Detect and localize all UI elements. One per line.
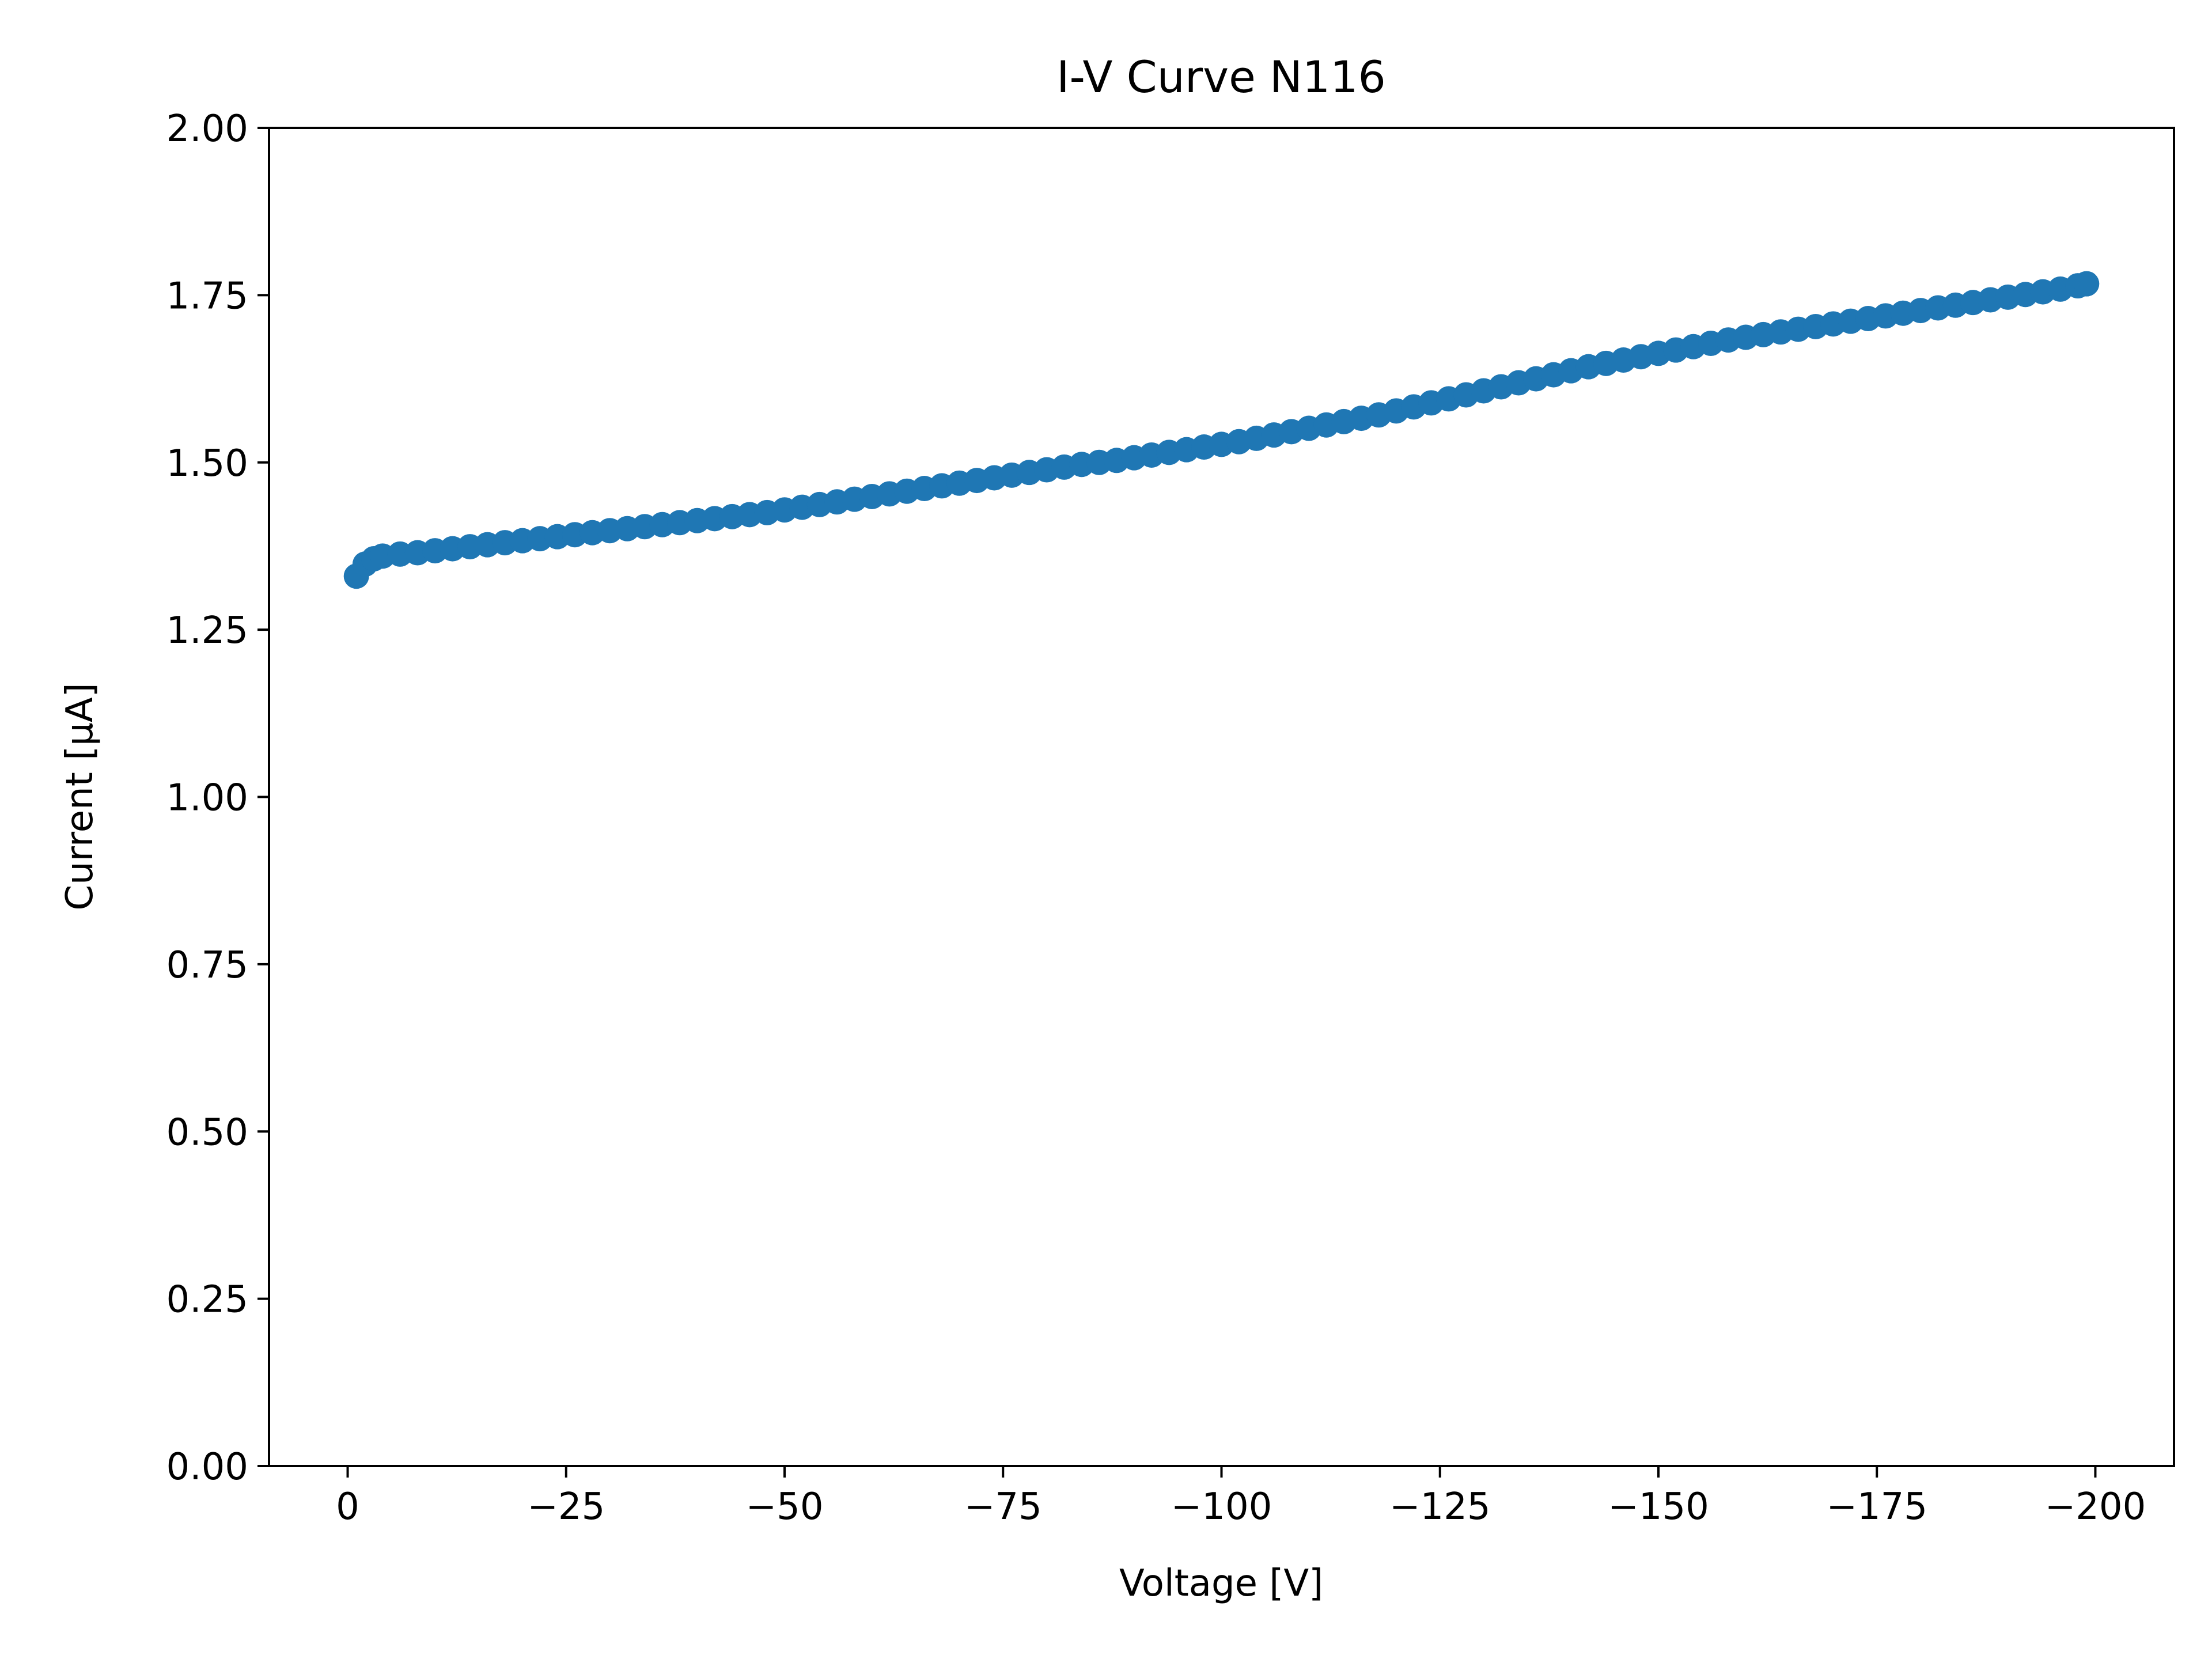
y-tick-label: 0.50: [166, 1111, 249, 1154]
data-point: [2074, 271, 2100, 297]
y-axis-ticks: 0.00 0.25 0.50 0.75 1.00 1.25 1.50 1.75 2.00: [166, 108, 269, 1488]
y-tick-label: 2.00: [166, 108, 249, 150]
x-tick-label: −100: [1171, 1486, 1272, 1528]
x-axis-ticks: 0 −25 −50 −75 −100 −125 −150 −175 −200: [336, 1466, 2146, 1528]
x-tick-label: −25: [527, 1486, 605, 1528]
y-tick-label: 1.00: [166, 777, 249, 820]
y-tick-label: 1.25: [166, 609, 249, 652]
y-tick-label: 1.75: [166, 275, 249, 317]
y-tick-label: 1.50: [166, 442, 249, 485]
y-axis-label: Current [μA]: [59, 683, 101, 910]
x-tick-label: −50: [745, 1486, 823, 1528]
x-tick-label: −200: [2045, 1486, 2146, 1528]
y-tick-label: 0.25: [166, 1279, 249, 1321]
x-tick-label: −175: [1826, 1486, 1927, 1528]
y-tick-label: 0.75: [166, 944, 249, 987]
y-tick-label: 0.00: [166, 1446, 249, 1488]
x-tick-label: −150: [1608, 1486, 1709, 1528]
x-tick-label: −125: [1389, 1486, 1491, 1528]
x-tick-label: 0: [336, 1486, 359, 1528]
data-points: [343, 271, 2100, 589]
x-axis-label: Voltage [V]: [1119, 1562, 1323, 1605]
x-tick-label: −75: [964, 1486, 1042, 1528]
chart-title: I-V Curve N116: [1056, 51, 1386, 103]
